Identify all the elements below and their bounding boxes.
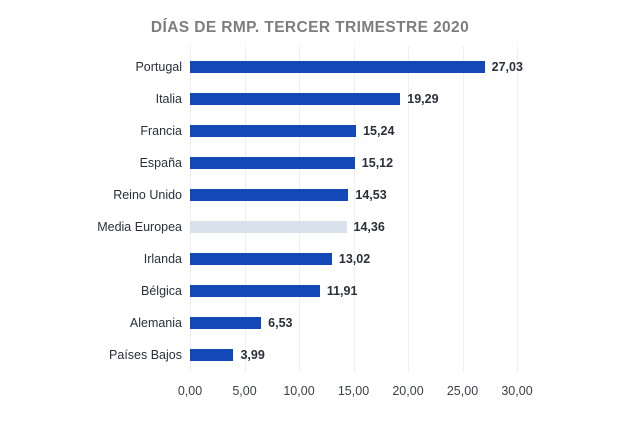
bar bbox=[190, 189, 349, 201]
value-label: 27,03 bbox=[491, 60, 523, 74]
bar-highlight bbox=[190, 221, 347, 233]
category-label: Portugal bbox=[135, 60, 182, 74]
bar bbox=[190, 93, 401, 105]
gridline bbox=[462, 46, 464, 372]
gridline bbox=[353, 46, 355, 372]
value-label: 6,53 bbox=[268, 316, 293, 330]
category-label: Reino Unido bbox=[113, 188, 182, 202]
x-tick-label: 25,00 bbox=[446, 384, 479, 398]
category-label: Irlanda bbox=[143, 252, 182, 266]
value-label: 11,91 bbox=[326, 284, 358, 298]
x-tick-label: 0,00 bbox=[177, 384, 203, 398]
gridline bbox=[299, 46, 300, 372]
value-label: 15,24 bbox=[363, 124, 395, 138]
category-label: Bélgica bbox=[141, 284, 182, 298]
category-label: Media Europea bbox=[97, 220, 182, 234]
bar bbox=[190, 61, 485, 73]
gridline bbox=[408, 46, 409, 372]
bar bbox=[190, 253, 332, 265]
x-tick-label: 20,00 bbox=[392, 384, 424, 398]
x-tick-label: 10,00 bbox=[283, 384, 315, 398]
gridline bbox=[190, 46, 191, 372]
gridline bbox=[517, 46, 518, 372]
x-tick-label: 15,00 bbox=[337, 384, 370, 398]
bar bbox=[190, 349, 234, 361]
chart-title: DÍAS DE RMP. TERCER TRIMESTRE 2020 bbox=[150, 19, 470, 36]
value-label: 14,36 bbox=[353, 220, 385, 234]
category-label: España bbox=[139, 156, 182, 170]
x-tick-label: 30,00 bbox=[501, 384, 533, 398]
value-label: 14,53 bbox=[355, 188, 387, 202]
category-label: Alemania bbox=[129, 316, 182, 330]
bar bbox=[190, 285, 320, 297]
value-label: 15,12 bbox=[361, 156, 394, 170]
bar bbox=[190, 317, 262, 329]
category-label: Italia bbox=[155, 92, 182, 106]
value-label: 3,99 bbox=[240, 348, 265, 362]
value-label: 13,02 bbox=[338, 252, 371, 266]
bar bbox=[190, 157, 355, 169]
value-label: 19,29 bbox=[407, 92, 439, 106]
category-label: Francia bbox=[140, 124, 182, 138]
category-label: Países Bajos bbox=[109, 348, 182, 362]
bar bbox=[190, 125, 357, 137]
gridline bbox=[244, 46, 246, 372]
plot-area: 27,03 19,29 15,24 15,12 14,53 14,36 13,02 11,91… bbox=[190, 46, 540, 372]
x-tick-label: 5,00 bbox=[232, 384, 257, 398]
